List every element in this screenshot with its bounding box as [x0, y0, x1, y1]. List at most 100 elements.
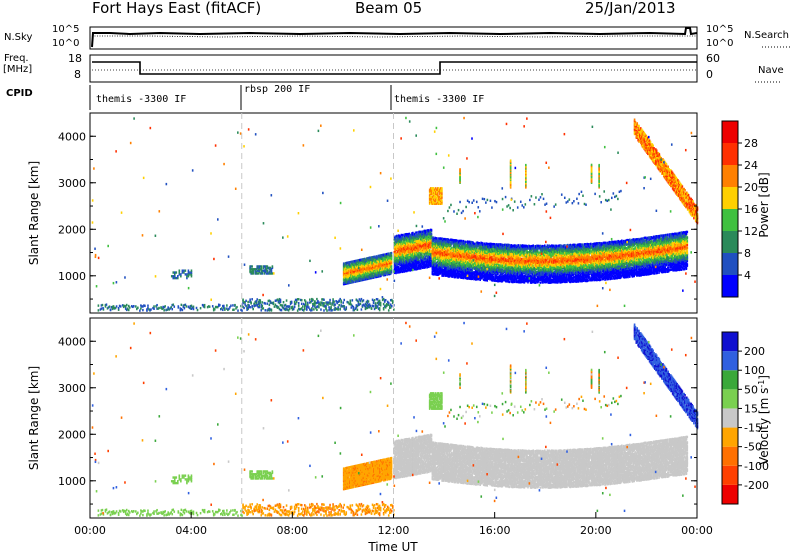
power-cell [436, 245, 439, 249]
power-cell [398, 237, 401, 240]
power-cell [476, 249, 479, 252]
power-cell [459, 251, 462, 255]
power-cell [183, 303, 186, 307]
power-cell [179, 309, 182, 312]
power-cell [472, 249, 474, 252]
power-cell [472, 266, 474, 269]
power-cell [438, 258, 441, 261]
power-cell [461, 272, 464, 276]
power-cell [469, 243, 472, 247]
power-cell [483, 247, 486, 250]
power-cell [462, 276, 465, 280]
power-cell [419, 265, 421, 269]
power-cell [445, 243, 448, 246]
power-cell [447, 268, 450, 271]
power-cell [487, 245, 489, 248]
power-cell [251, 298, 253, 301]
power-cell [483, 242, 486, 245]
power-cell [414, 235, 417, 238]
power-cell [396, 239, 398, 242]
power-cell [452, 239, 455, 242]
power-cell [202, 304, 205, 307]
power-cell [479, 275, 481, 279]
power-cell [398, 271, 401, 274]
power-cell [420, 252, 423, 256]
power-cell [402, 248, 404, 251]
power-cell [483, 270, 486, 274]
power-cell [481, 255, 483, 258]
power-cell [456, 255, 458, 258]
power-cell [428, 249, 431, 253]
power-cell [467, 266, 470, 270]
power-cell [417, 232, 420, 235]
power-cell [431, 261, 434, 264]
power-cell [340, 299, 342, 302]
power-cell [394, 238, 396, 241]
power-cell [473, 270, 475, 274]
power-cell [466, 265, 468, 268]
power-cell [235, 307, 237, 310]
power-cell [247, 300, 249, 304]
power-cell [421, 238, 424, 241]
power-cell [413, 262, 416, 266]
power-cell [123, 304, 126, 308]
power-cell [453, 244, 456, 247]
power-cell [474, 263, 477, 267]
power-cell [450, 256, 452, 260]
power-cell [352, 308, 355, 312]
power-cell [421, 254, 424, 258]
power-cell [480, 266, 482, 270]
power-cell [404, 264, 406, 268]
power-cell [422, 247, 425, 250]
power-cell [428, 248, 431, 251]
power-cell [398, 240, 401, 244]
power-cell [358, 303, 361, 306]
power-cell [490, 273, 493, 277]
power-cell [272, 302, 275, 306]
power-cell [451, 240, 453, 243]
power-cell [411, 250, 413, 253]
power-cell [483, 273, 486, 276]
power-cell [469, 256, 472, 259]
power-cell [462, 239, 465, 243]
power-cell [422, 260, 425, 263]
power-cell [280, 304, 283, 307]
power-cell [451, 270, 453, 273]
power-cell [447, 255, 450, 258]
power-cell [452, 253, 455, 256]
power-cell [403, 243, 405, 247]
power-cell [477, 264, 480, 267]
power-cell [444, 252, 447, 256]
power-cell [447, 259, 450, 262]
power-cell [173, 305, 176, 308]
power-cell [497, 270, 500, 274]
power-cell [168, 308, 171, 311]
power-cell [451, 273, 454, 277]
power-cell [305, 305, 308, 308]
power-cell [487, 272, 489, 276]
power-cell [435, 237, 438, 240]
power-cell [419, 267, 421, 270]
power-cell [365, 300, 368, 304]
power-cell [453, 241, 456, 244]
power-cell [467, 250, 470, 253]
power-cell [497, 255, 500, 258]
power-cell [481, 275, 483, 279]
power-cell [472, 272, 474, 275]
power-cell [416, 258, 419, 262]
power-cell [180, 303, 183, 307]
power-cell [450, 244, 452, 247]
power-cell [406, 236, 409, 240]
power-cell [321, 301, 323, 304]
power-cell [474, 276, 477, 280]
power-cell [496, 250, 498, 254]
power-cell [316, 297, 318, 301]
power-cell [440, 252, 443, 255]
power-cell [312, 299, 314, 302]
power-cell [458, 248, 460, 252]
power-cell [282, 301, 285, 304]
power-cell [449, 272, 451, 275]
power-cell [401, 256, 404, 259]
power-cell [433, 265, 435, 268]
power-cell [482, 251, 485, 255]
